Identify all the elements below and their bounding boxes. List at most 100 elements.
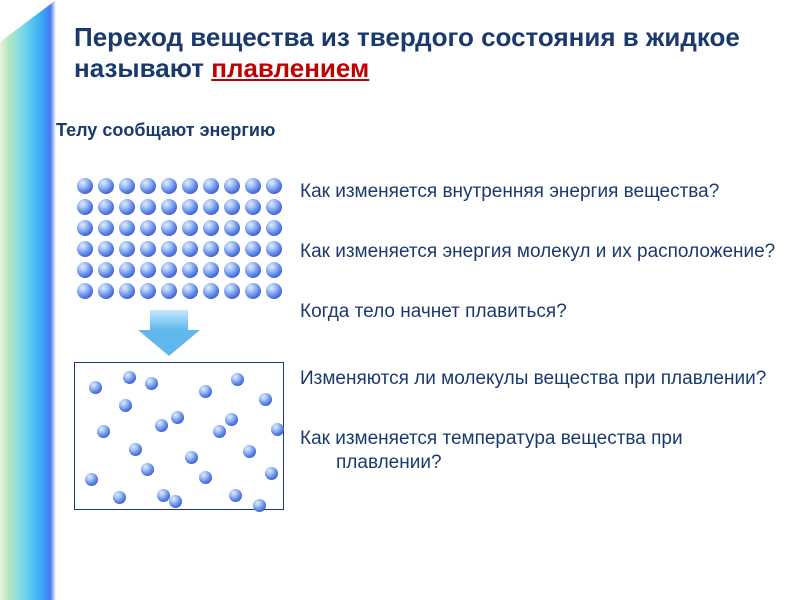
molecule-sphere [119, 220, 135, 236]
molecule-sphere [231, 373, 244, 386]
molecule-sphere [97, 425, 110, 438]
question-item: Когда тело начнет плавиться? [300, 300, 790, 324]
molecule-sphere [203, 220, 219, 236]
molecule-sphere [182, 199, 198, 215]
molecule-sphere [85, 473, 98, 486]
molecule-sphere [266, 220, 282, 236]
molecule-sphere [266, 178, 282, 194]
molecule-sphere [245, 241, 261, 257]
slide-content: Переход вещества из твердого состояния в… [0, 0, 800, 600]
molecule-sphere [119, 199, 135, 215]
molecule-sphere [185, 451, 198, 464]
molecule-sphere [182, 241, 198, 257]
question-item: Как изменяется температура вещества при … [300, 427, 790, 475]
molecule-sphere [259, 393, 272, 406]
question-item: Изменяются ли молекулы вещества при плав… [300, 367, 790, 391]
molecule-sphere [243, 445, 256, 458]
molecule-sphere [98, 262, 114, 278]
molecule-sphere [77, 262, 93, 278]
molecule-sphere [224, 283, 240, 299]
molecule-sphere [245, 262, 261, 278]
molecule-sphere [265, 467, 278, 480]
lattice-row [74, 196, 284, 217]
molecule-sphere [77, 199, 93, 215]
molecule-sphere [77, 220, 93, 236]
molecule-sphere [161, 262, 177, 278]
molecule-sphere [157, 489, 170, 502]
molecule-sphere [141, 463, 154, 476]
molecule-sphere [171, 411, 184, 424]
lattice-row [74, 217, 284, 238]
molecule-sphere [182, 178, 198, 194]
molecule-sphere [98, 241, 114, 257]
molecule-sphere [129, 443, 142, 456]
molecule-sphere [140, 220, 156, 236]
molecule-sphere [229, 489, 242, 502]
molecule-sphere [119, 178, 135, 194]
molecule-sphere [203, 199, 219, 215]
molecule-sphere [161, 199, 177, 215]
title-text: Переход вещества из твердого состояния в… [74, 22, 740, 83]
molecule-sphere [224, 199, 240, 215]
molecule-sphere [169, 495, 182, 508]
molecule-sphere [98, 178, 114, 194]
molecule-sphere [203, 262, 219, 278]
molecule-sphere [119, 399, 132, 412]
molecule-sphere [77, 178, 93, 194]
molecule-sphere [140, 178, 156, 194]
molecule-sphere [224, 241, 240, 257]
molecule-sphere [98, 220, 114, 236]
molecule-sphere [145, 377, 158, 390]
molecule-sphere [271, 423, 284, 436]
molecule-sphere [225, 413, 238, 426]
molecule-sphere [119, 283, 135, 299]
down-arrow-icon [138, 310, 200, 356]
molecule-sphere [253, 499, 266, 512]
molecule-sphere [182, 220, 198, 236]
molecule-sphere [203, 241, 219, 257]
molecule-sphere [203, 283, 219, 299]
molecule-sphere [123, 371, 136, 384]
molecule-sphere [77, 241, 93, 257]
lattice-row [74, 175, 284, 196]
molecule-sphere [161, 220, 177, 236]
molecule-sphere [140, 283, 156, 299]
molecule-sphere [266, 262, 282, 278]
molecule-sphere [140, 199, 156, 215]
question-item: Как изменяется энергия молекул и их расп… [300, 240, 790, 264]
molecule-sphere [245, 283, 261, 299]
molecule-sphere [77, 283, 93, 299]
molecule-sphere [245, 220, 261, 236]
lattice-row [74, 259, 284, 280]
molecule-sphere [119, 262, 135, 278]
molecule-sphere [98, 199, 114, 215]
molecule-sphere [266, 241, 282, 257]
molecule-sphere [155, 419, 168, 432]
molecule-sphere [199, 471, 212, 484]
molecule-sphere [140, 262, 156, 278]
molecule-sphere [213, 425, 226, 438]
question-list: Как изменяется внутренняя энергия вещест… [300, 180, 790, 475]
molecule-sphere [224, 220, 240, 236]
molecule-sphere [266, 283, 282, 299]
molecule-sphere [182, 283, 198, 299]
molecule-sphere [182, 262, 198, 278]
molecule-sphere [245, 178, 261, 194]
molecule-sphere [98, 283, 114, 299]
subtitle: Телу сообщают энергию [56, 120, 275, 141]
slide-title: Переход вещества из твердого состояния в… [74, 22, 774, 84]
scatter-diagram [74, 362, 284, 510]
molecule-sphere [140, 241, 156, 257]
molecule-sphere [224, 262, 240, 278]
lattice-row [74, 280, 284, 301]
title-highlight: плавлением [211, 53, 369, 83]
molecule-sphere [161, 283, 177, 299]
molecule-sphere [199, 385, 212, 398]
molecule-sphere [224, 178, 240, 194]
molecule-sphere [245, 199, 261, 215]
molecule-sphere [266, 199, 282, 215]
molecule-sphere [203, 178, 219, 194]
molecule-sphere [161, 178, 177, 194]
lattice-diagram [74, 175, 284, 301]
question-item: Как изменяется внутренняя энергия вещест… [300, 180, 790, 204]
